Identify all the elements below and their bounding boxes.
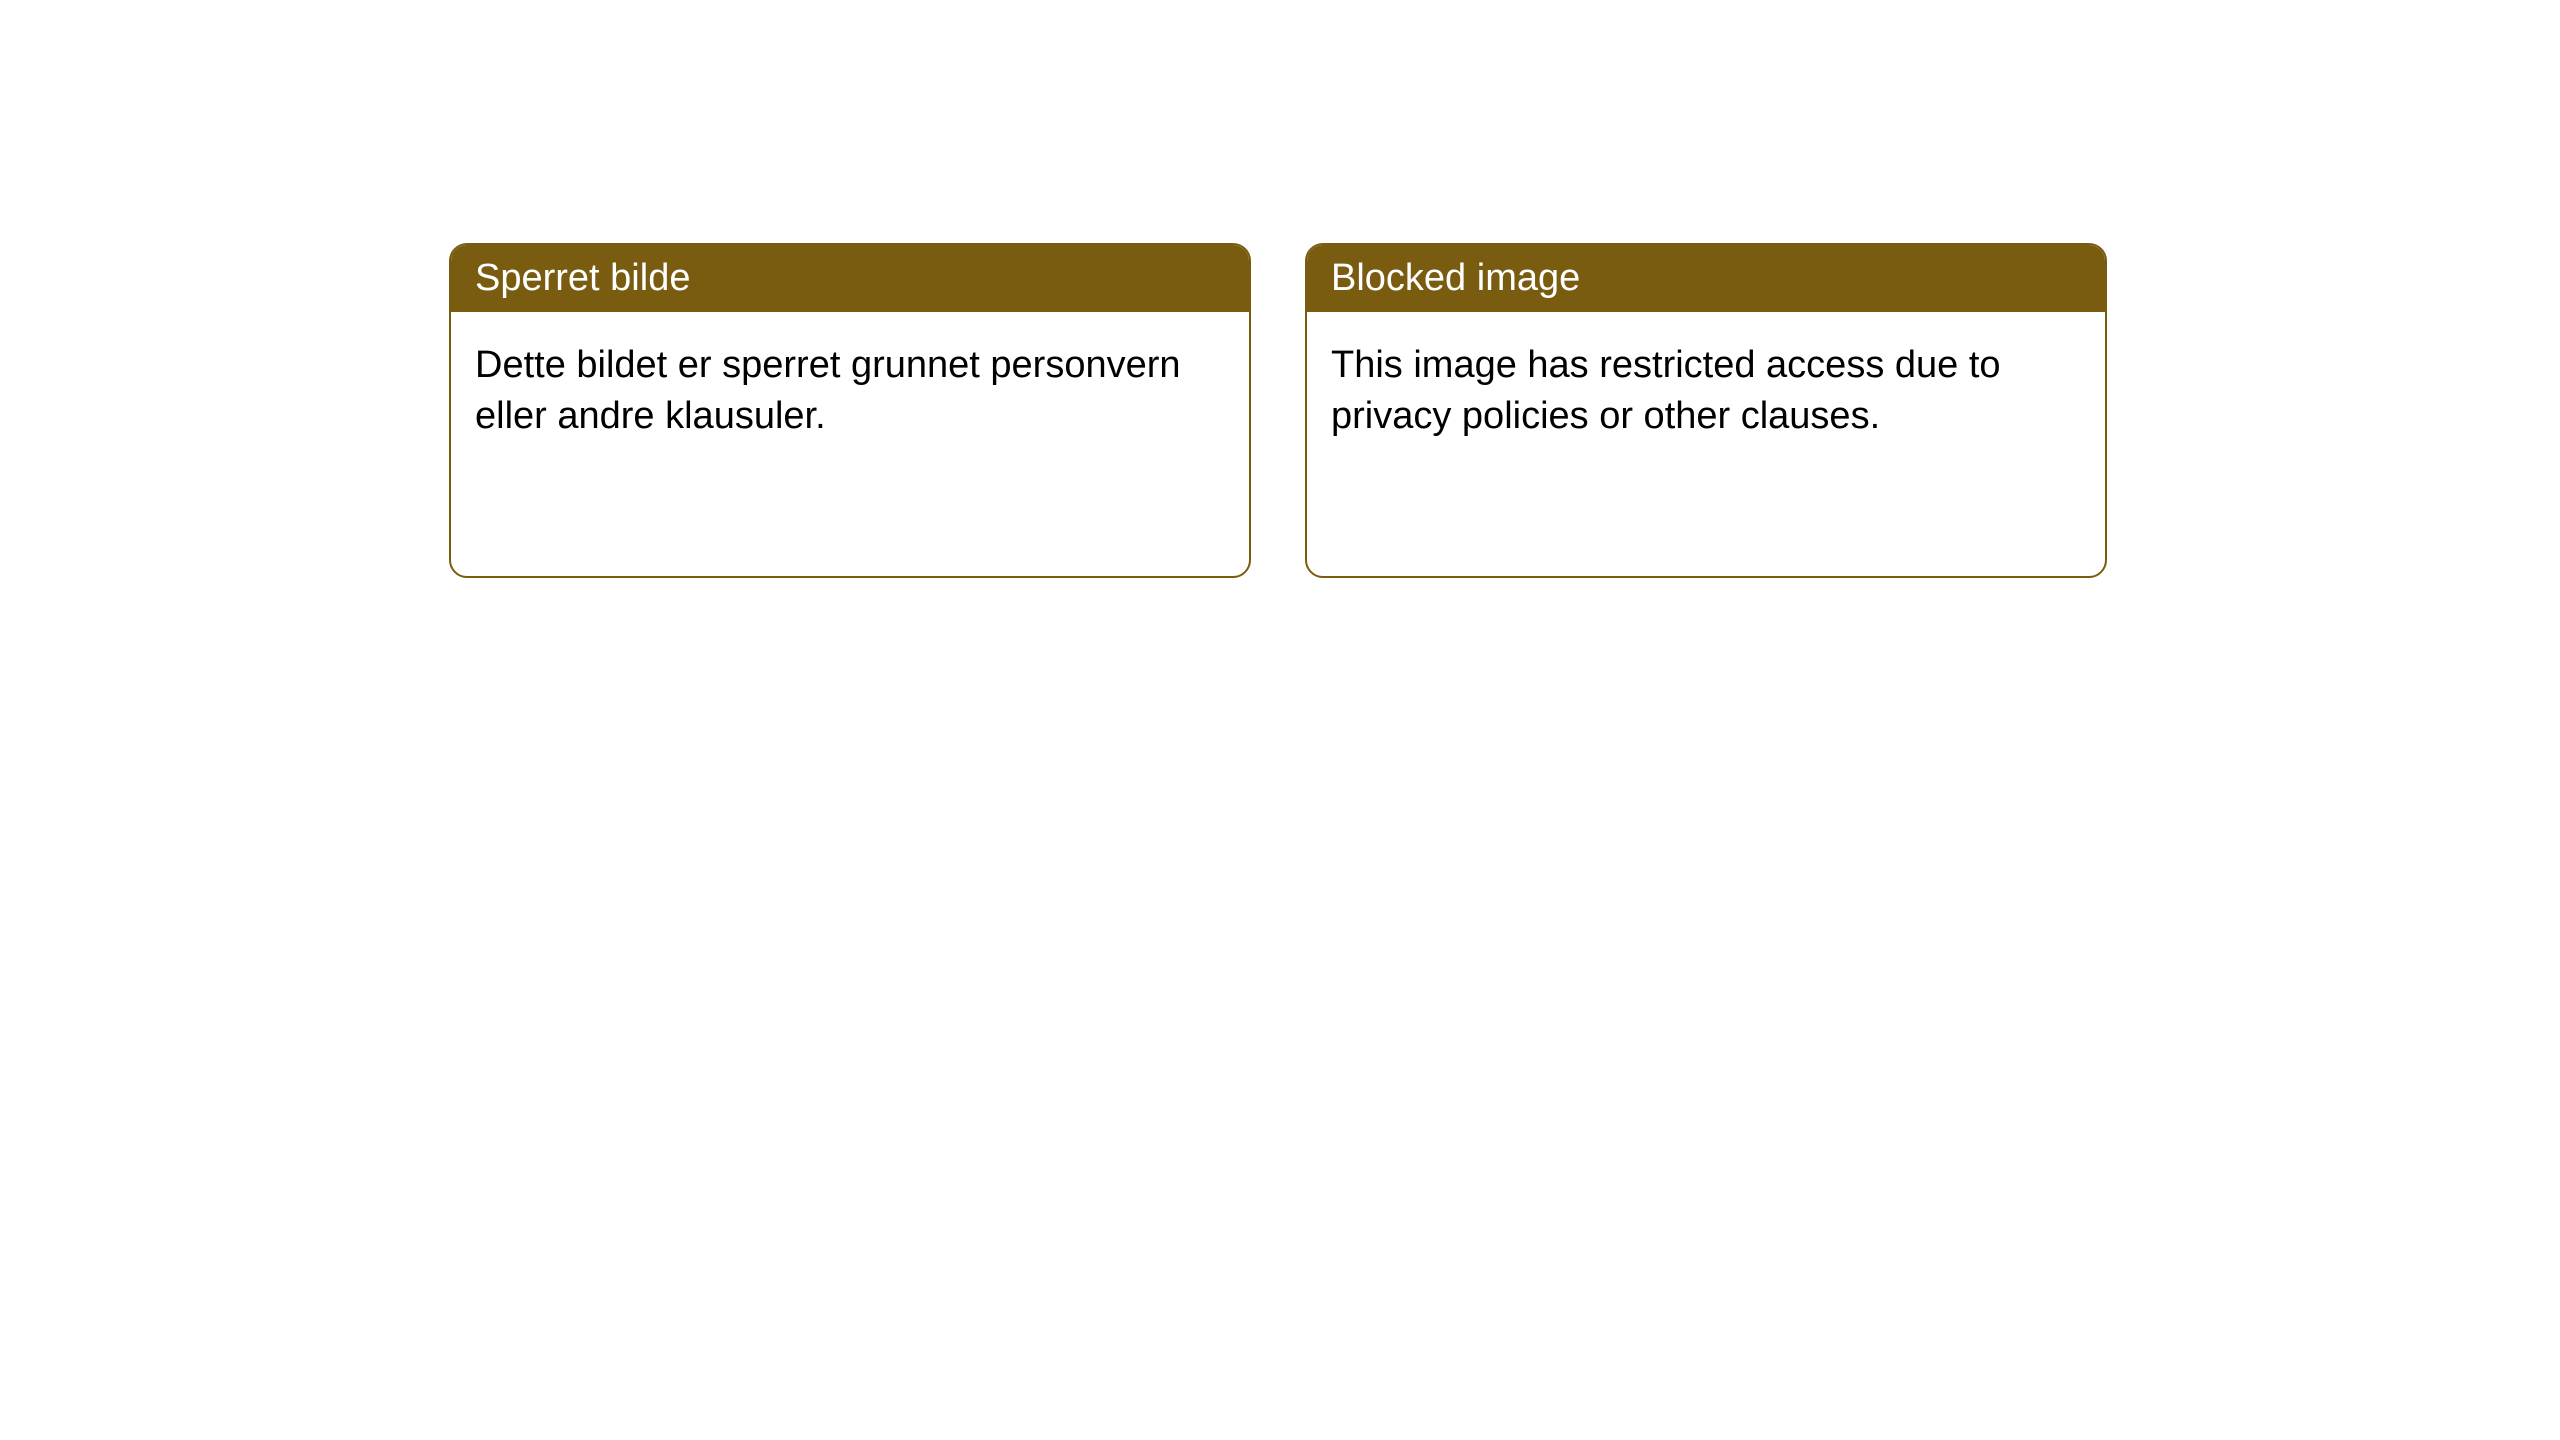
notices-container: Sperret bilde Dette bildet er sperret gr… xyxy=(449,243,2107,578)
notice-body-text: Dette bildet er sperret grunnet personve… xyxy=(475,344,1181,437)
notice-header: Sperret bilde xyxy=(451,245,1249,312)
notice-body-text: This image has restricted access due to … xyxy=(1331,344,2001,437)
notice-body: This image has restricted access due to … xyxy=(1307,312,2105,471)
notice-title: Blocked image xyxy=(1331,257,1580,299)
notice-header: Blocked image xyxy=(1307,245,2105,312)
notice-card-norwegian: Sperret bilde Dette bildet er sperret gr… xyxy=(449,243,1251,578)
notice-title: Sperret bilde xyxy=(475,257,690,299)
notice-body: Dette bildet er sperret grunnet personve… xyxy=(451,312,1249,471)
notice-card-english: Blocked image This image has restricted … xyxy=(1305,243,2107,578)
